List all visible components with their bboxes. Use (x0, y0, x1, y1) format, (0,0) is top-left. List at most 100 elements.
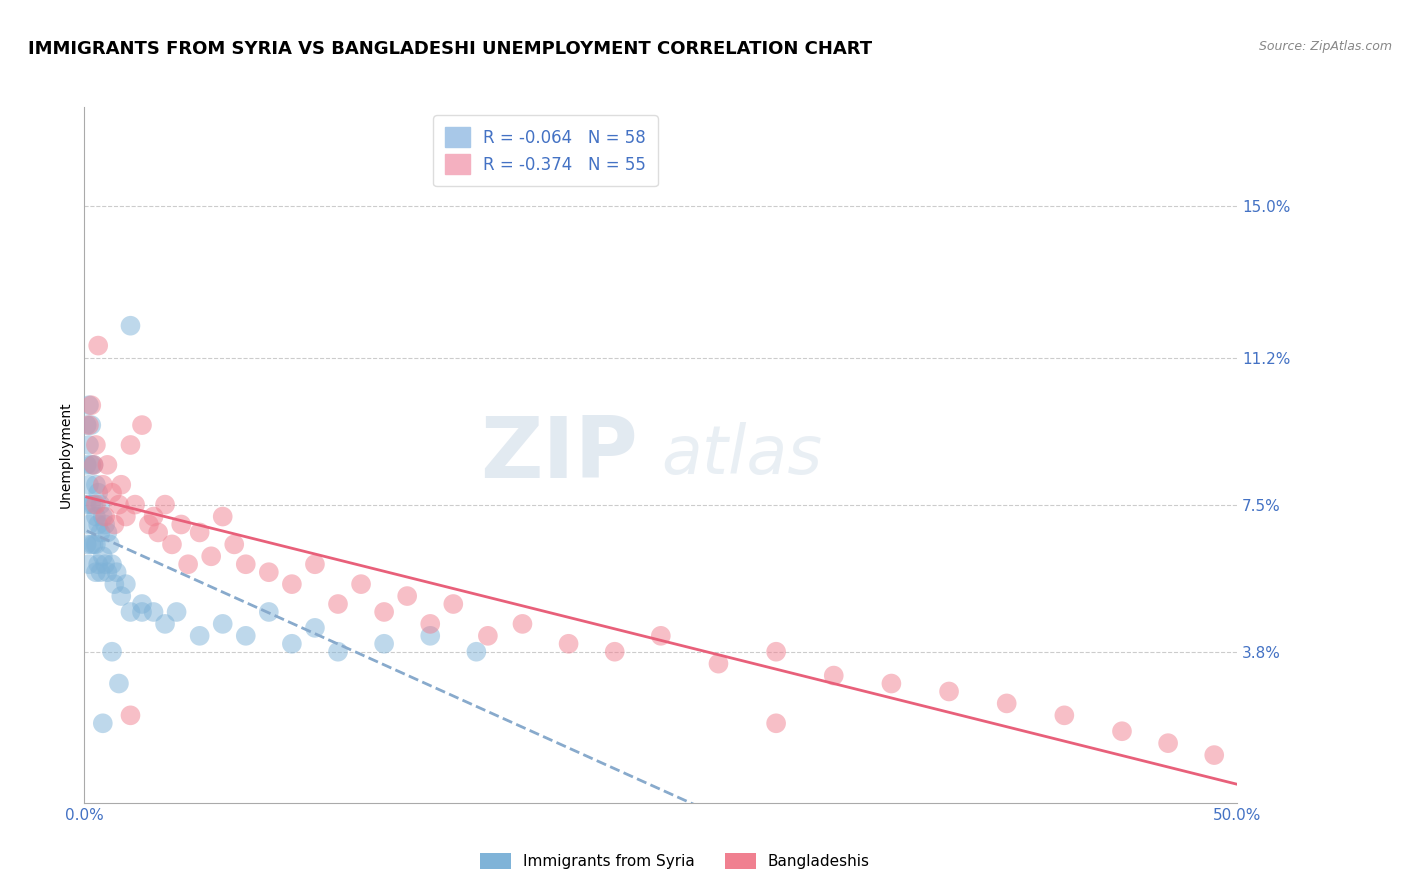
Legend: Immigrants from Syria, Bangladeshis: Immigrants from Syria, Bangladeshis (474, 847, 876, 875)
Point (77, 558, 100, 572)
Point (257, 565, 280, 579)
Point (108, 498, 131, 512)
Point (304, 621, 326, 635)
Point (91, 549, 114, 564)
Point (465, 645, 488, 659)
Point (96, 525, 118, 540)
Point (103, 577, 125, 591)
Point (77, 517, 100, 532)
Point (84, 509, 107, 524)
Point (373, 637, 395, 651)
Point (281, 637, 304, 651)
Point (765, 645, 787, 659)
Point (512, 616, 534, 631)
Point (94, 558, 117, 572)
Point (235, 629, 257, 643)
Text: ZIP: ZIP (479, 413, 638, 497)
Point (304, 558, 326, 572)
Point (76, 418, 98, 433)
Point (115, 509, 138, 524)
Point (235, 558, 257, 572)
Point (91, 477, 114, 491)
Point (77, 398, 100, 412)
Point (91, 509, 114, 524)
Point (995, 697, 1018, 711)
Point (419, 616, 441, 631)
Point (131, 418, 153, 433)
Point (76, 498, 98, 512)
Point (281, 577, 304, 591)
Point (131, 597, 153, 611)
Point (142, 605, 165, 619)
Point (120, 438, 142, 452)
Point (211, 509, 233, 524)
Point (87, 558, 110, 572)
Text: atlas: atlas (661, 422, 823, 488)
Point (419, 629, 441, 643)
Point (166, 605, 188, 619)
Point (115, 577, 138, 591)
Legend: R = -0.064   N = 58, R = -0.374   N = 55: R = -0.064 N = 58, R = -0.374 N = 55 (433, 115, 658, 186)
Point (823, 668, 845, 682)
Y-axis label: Unemployment: Unemployment (59, 401, 73, 508)
Point (83, 458, 105, 472)
Point (1157, 736, 1180, 750)
Point (257, 605, 280, 619)
Point (101, 645, 124, 659)
Point (153, 498, 176, 512)
Point (326, 645, 349, 659)
Point (77, 477, 100, 491)
Point (396, 589, 419, 603)
Point (83, 498, 105, 512)
Point (101, 485, 124, 500)
Point (80, 458, 103, 472)
Point (120, 318, 142, 333)
Point (83, 458, 105, 472)
Point (170, 517, 193, 532)
Point (603, 645, 626, 659)
Point (76, 537, 98, 551)
Point (765, 716, 787, 731)
Point (96, 458, 118, 472)
Point (84, 537, 107, 551)
Text: Source: ZipAtlas.com: Source: ZipAtlas.com (1258, 40, 1392, 54)
Point (153, 616, 176, 631)
Point (84, 438, 107, 452)
Point (188, 629, 211, 643)
Point (138, 517, 160, 532)
Point (124, 498, 146, 512)
Point (77, 418, 100, 433)
Point (103, 517, 125, 532)
Point (650, 629, 672, 643)
Point (105, 565, 128, 579)
Point (80, 537, 103, 551)
Point (89, 565, 111, 579)
Point (98, 537, 121, 551)
Point (707, 657, 730, 671)
Point (131, 605, 153, 619)
Point (94, 517, 117, 532)
Point (110, 477, 132, 491)
Text: IMMIGRANTS FROM SYRIA VS BANGLADESHI UNEMPLOYMENT CORRELATION CHART: IMMIGRANTS FROM SYRIA VS BANGLADESHI UNE… (28, 40, 872, 58)
Point (87, 485, 110, 500)
Point (96, 565, 118, 579)
Point (89, 525, 111, 540)
Point (101, 558, 124, 572)
Point (326, 597, 349, 611)
Point (557, 637, 579, 651)
Point (188, 525, 211, 540)
Point (80, 398, 103, 412)
Point (1111, 724, 1133, 739)
Point (200, 549, 222, 564)
Point (84, 498, 107, 512)
Point (350, 577, 373, 591)
Point (110, 589, 132, 603)
Point (160, 537, 183, 551)
Point (84, 477, 107, 491)
Point (91, 716, 114, 731)
Point (120, 708, 142, 723)
Point (84, 565, 107, 579)
Point (94, 509, 117, 524)
Point (87, 338, 110, 352)
Point (224, 537, 246, 551)
